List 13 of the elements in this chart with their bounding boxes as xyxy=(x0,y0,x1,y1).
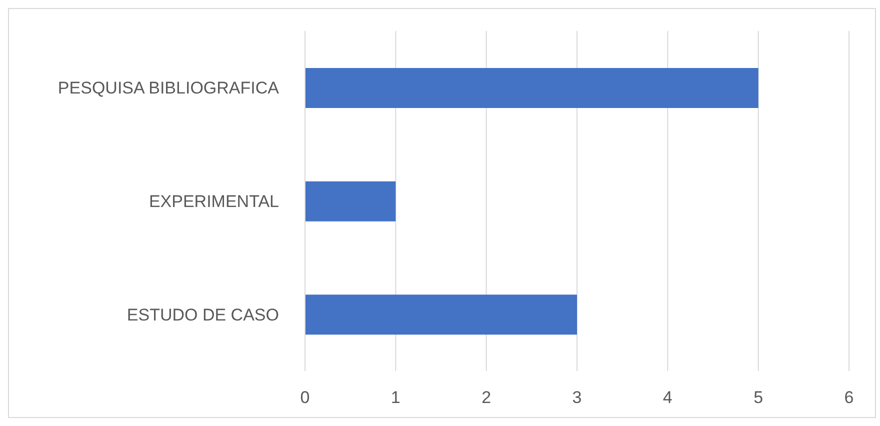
x-tick-label: 4 xyxy=(662,388,672,408)
bar xyxy=(305,294,577,335)
x-tick-label: 1 xyxy=(390,388,400,408)
x-tick-label: 0 xyxy=(300,388,310,408)
y-tick-label: EXPERIMENTAL xyxy=(148,192,279,212)
x-tick-label: 5 xyxy=(754,388,764,408)
bar xyxy=(305,68,758,108)
y-tick-label: ESTUDO DE CASO xyxy=(126,305,279,324)
x-tick-label: 3 xyxy=(572,388,582,408)
x-tick-label: 6 xyxy=(844,388,854,408)
y-tick-label: PESQUISA BIBLIOGRAFICA xyxy=(58,78,280,98)
x-tick-label: 2 xyxy=(482,388,492,408)
bar xyxy=(305,181,396,222)
